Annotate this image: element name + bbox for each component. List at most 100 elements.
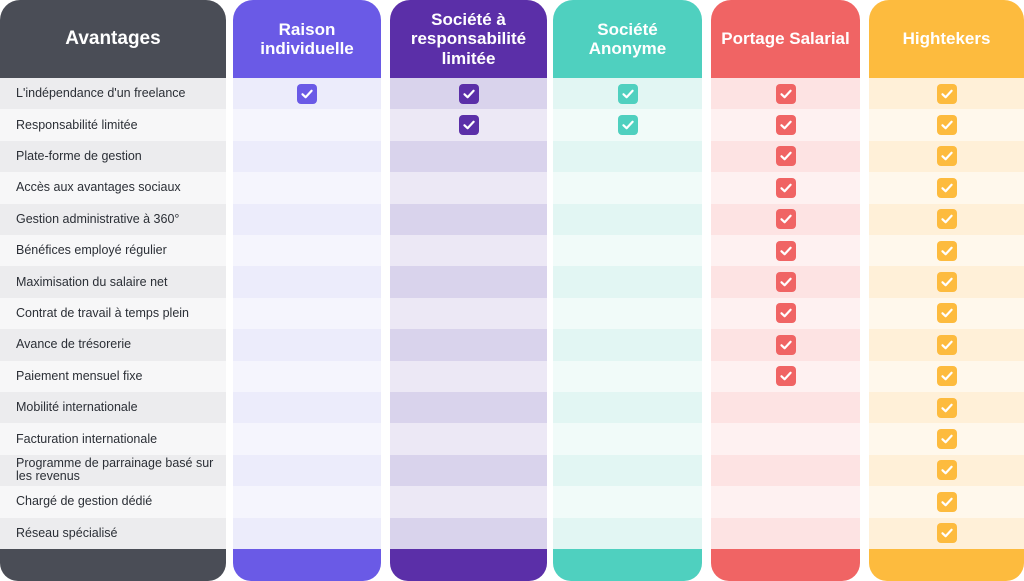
- benefit-row: Programme de parrainage basé sur les rev…: [0, 454, 226, 487]
- checkmark-icon: [775, 366, 796, 387]
- checkmark-icon: [936, 146, 957, 167]
- cell: [711, 392, 860, 424]
- checkmark-icon: [936, 209, 957, 230]
- cell: [390, 517, 547, 549]
- cell: [233, 266, 381, 298]
- cell: [233, 172, 381, 204]
- benefit-row: Plate-forme de gestion: [0, 140, 226, 173]
- benefit-row: L'indépendance d'un freelance: [0, 78, 226, 110]
- cell: [233, 140, 381, 173]
- column-header-sarl: Société à responsabilité limitée: [390, 0, 547, 78]
- benefit-row: Mobilité internationale: [0, 392, 226, 424]
- checkmark-icon: [775, 177, 796, 198]
- cell: [711, 517, 860, 549]
- cell: [869, 360, 1024, 392]
- cell: [869, 235, 1024, 267]
- checkmark-icon: [936, 115, 957, 136]
- checkmark-icon: [775, 272, 796, 293]
- checkmark-icon: [936, 272, 957, 293]
- benefit-row: Réseau spécialisé: [0, 517, 226, 549]
- cell: [553, 392, 702, 424]
- checkmark-icon: [936, 491, 957, 512]
- cell: [553, 423, 702, 455]
- cell: [233, 109, 381, 141]
- benefit-row: Chargé de gestion dédié: [0, 486, 226, 518]
- cell: [233, 360, 381, 392]
- cell: [869, 203, 1024, 235]
- benefit-label: Bénéfices employé régulier: [16, 243, 167, 258]
- cell: [233, 423, 381, 455]
- cell: [390, 235, 547, 267]
- cell: [390, 266, 547, 298]
- cell: [233, 297, 381, 330]
- cell: [233, 329, 381, 361]
- cell: [553, 266, 702, 298]
- benefit-label: L'indépendance d'un freelance: [16, 86, 186, 101]
- cell: [390, 329, 547, 361]
- benefits-column: Avantages L'indépendance d'un freelance R…: [0, 0, 226, 581]
- cell: [711, 109, 860, 141]
- cell: [869, 423, 1024, 455]
- cell: [233, 454, 381, 487]
- checkmark-icon: [936, 523, 957, 544]
- column-title: Portage Salarial: [721, 29, 850, 49]
- checkmark-icon: [775, 334, 796, 355]
- benefit-label: Réseau spécialisé: [16, 525, 118, 540]
- cell: [553, 329, 702, 361]
- cell: [390, 454, 547, 487]
- cell: [553, 78, 702, 110]
- column-header-portage: Portage Salarial: [711, 0, 860, 78]
- cell: [233, 78, 381, 110]
- checkmark-icon: [775, 303, 796, 324]
- benefits-footer: [0, 549, 226, 581]
- cell: [553, 172, 702, 204]
- cell: [553, 203, 702, 235]
- checkmark-icon: [297, 83, 317, 104]
- benefit-label: Mobilité internationale: [16, 400, 138, 415]
- cell: [553, 517, 702, 549]
- cell: [390, 203, 547, 235]
- column-title: Société à responsabilité limitée: [410, 10, 527, 68]
- cell: [711, 486, 860, 518]
- cell: [390, 78, 547, 110]
- cell: [869, 454, 1024, 487]
- column-header-sa: Société Anonyme: [553, 0, 702, 78]
- cell: [553, 140, 702, 173]
- benefit-row: Paiement mensuel fixe: [0, 360, 226, 392]
- benefit-label: Accès aux avantages sociaux: [16, 180, 181, 195]
- cell: [390, 486, 547, 518]
- checkmark-icon: [936, 303, 957, 324]
- cell: [711, 235, 860, 267]
- checkmark-icon: [936, 429, 957, 450]
- cell: [869, 297, 1024, 330]
- benefit-label: Responsabilité limitée: [16, 117, 138, 132]
- cell: [553, 297, 702, 330]
- cell: [553, 360, 702, 392]
- checkmark-icon: [617, 115, 638, 136]
- cell: [390, 423, 547, 455]
- cell: [711, 78, 860, 110]
- cell: [869, 392, 1024, 424]
- checkmark-icon: [936, 240, 957, 261]
- cell: [233, 517, 381, 549]
- benefit-row: Gestion administrative à 360°: [0, 203, 226, 235]
- benefit-label: Chargé de gestion dédié: [16, 494, 153, 509]
- cell: [869, 486, 1024, 518]
- column-raison: Raison individuelle: [233, 0, 381, 581]
- column-title: Raison individuelle: [260, 19, 354, 58]
- checkmark-icon: [936, 397, 957, 418]
- cell: [233, 392, 381, 424]
- column-title: Société Anonyme: [588, 19, 667, 58]
- cell: [711, 297, 860, 330]
- cell: [233, 235, 381, 267]
- cell: [711, 140, 860, 173]
- cell: [390, 109, 547, 141]
- checkmark-icon: [775, 83, 796, 104]
- column-footer-raison: [233, 549, 381, 581]
- benefit-label: Facturation internationale: [16, 431, 158, 446]
- column-title: Hightekers: [902, 29, 991, 49]
- benefits-header-title: Avantages: [65, 28, 161, 50]
- cell: [233, 486, 381, 518]
- cell: [553, 486, 702, 518]
- cell: [869, 78, 1024, 110]
